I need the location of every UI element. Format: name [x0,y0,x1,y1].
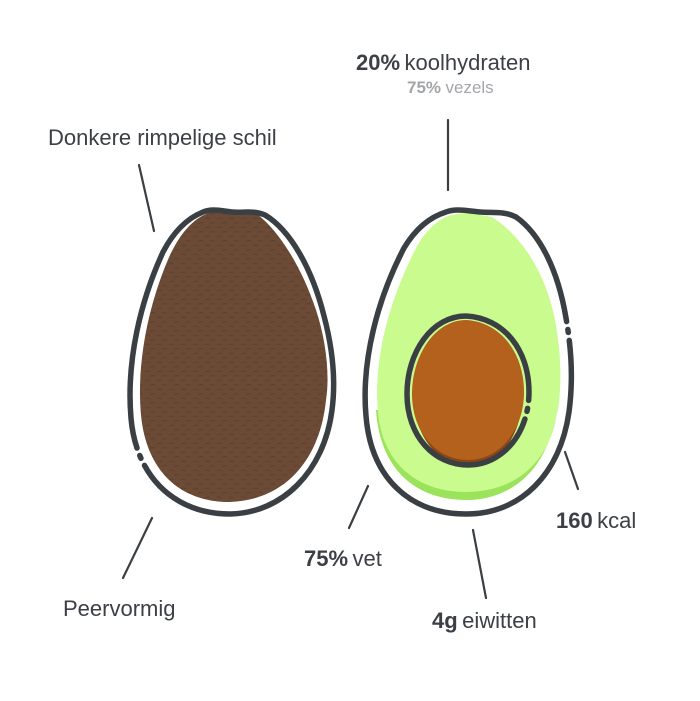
protein-label: 4g eiwitten [432,610,537,632]
halved-outline [362,207,575,517]
halved-avocado-icon [362,207,575,517]
leader-protein [471,528,488,600]
leader-fat [347,484,370,530]
pit-outline [404,313,532,468]
fiber-unit: vezels [445,78,494,97]
energy-label: 160 kcal [556,510,636,532]
avocado-pit-icon [404,313,532,468]
leader-skin [137,163,156,233]
avocado-skin [139,210,328,503]
flesh-rim [372,411,561,509]
shape-label-text: Peervormig [63,596,176,621]
skin-label-text: Donkere rimpelige schil [48,125,277,150]
carbs-value: 20% [356,50,401,75]
carbs-label: 20% koolhydraten [356,52,530,74]
fiber-label: 75% vezels [407,79,494,97]
fiber-value: 75% [407,78,442,97]
avocado-outline [127,207,337,517]
pit-body [412,320,524,460]
leader-lines [121,118,580,600]
fat-value: 75% [304,546,349,571]
skin-label: Donkere rimpelige schil [48,127,277,149]
leader-shape [121,516,154,580]
shape-label: Peervormig [63,598,175,620]
fat-unit: vet [352,546,382,571]
protein-unit: eiwitten [462,608,537,633]
leader-energy [563,450,580,491]
energy-unit: kcal [597,508,637,533]
energy-value: 160 [556,508,593,533]
fat-label: 75% vet [304,548,382,570]
carbs-unit: koolhydraten [404,50,531,75]
protein-value: 4g [432,608,458,633]
whole-avocado-icon [127,207,337,517]
